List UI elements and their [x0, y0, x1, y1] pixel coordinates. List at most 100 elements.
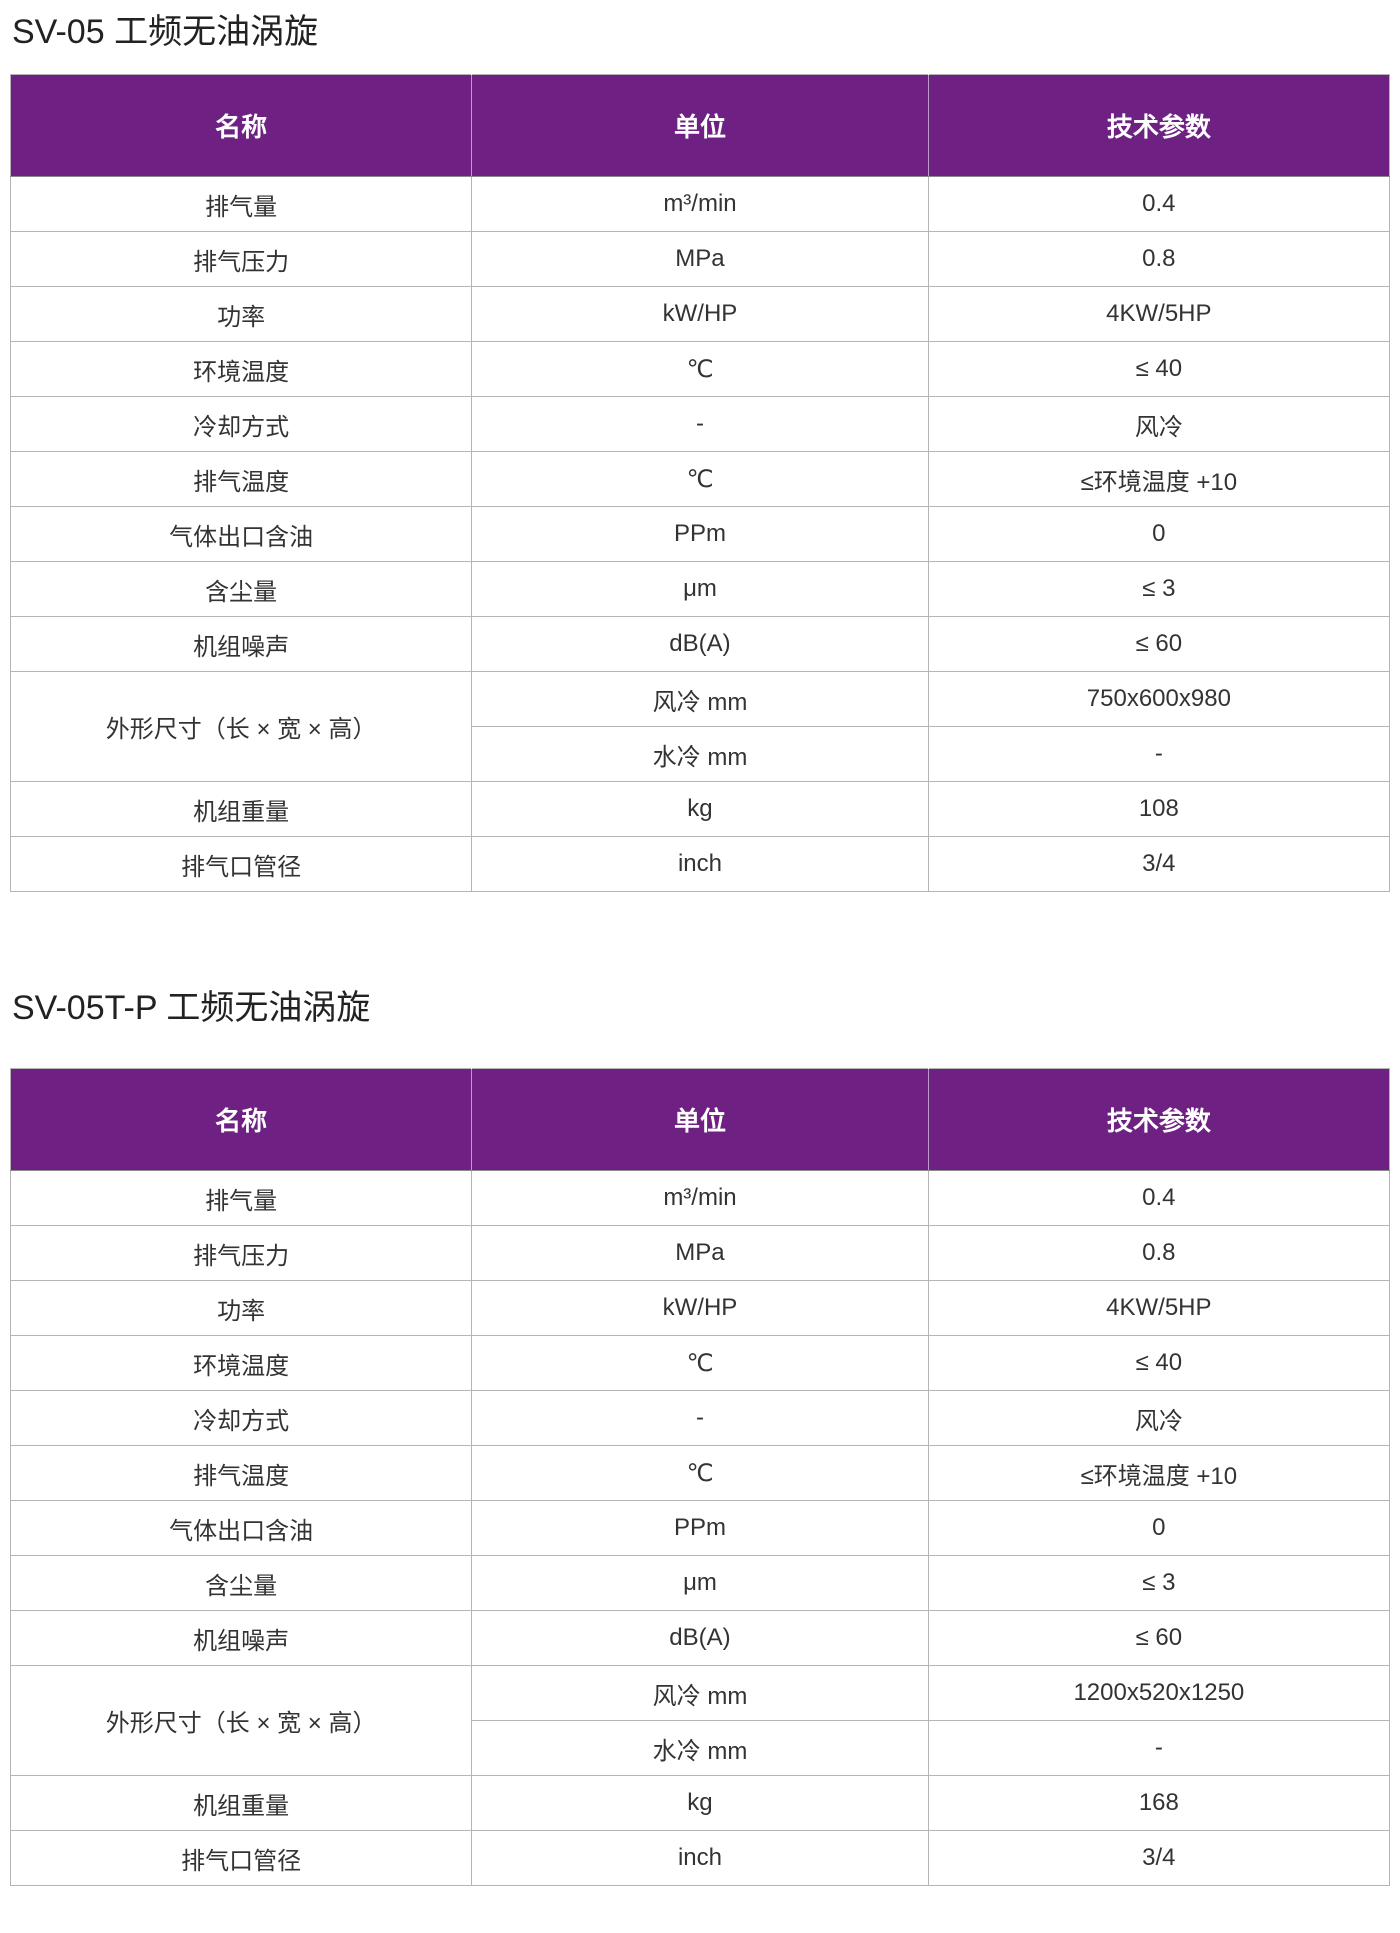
- table-row: 机组噪声 dB(A) ≤ 60: [9, 616, 1391, 672]
- column-header-unit: 单位: [471, 1068, 929, 1171]
- spec-unit-cell: μm: [471, 1555, 929, 1611]
- spec-value-cell: 1200x520x1250: [927, 1665, 1391, 1721]
- spec-name-cell: 气体出口含油: [9, 1500, 473, 1556]
- table-row: 功率 kW/HP 4KW/5HP: [9, 286, 1391, 342]
- table-row: 机组噪声 dB(A) ≤ 60: [9, 1610, 1391, 1666]
- spec-value-cell: 0.4: [927, 176, 1391, 232]
- table-row-dimensions-air: 外形尺寸（长 × 宽 × 高） 风冷 mm 1200x520x1250: [9, 1665, 1391, 1776]
- spec-value-cell: -: [927, 726, 1391, 782]
- spec-name-cell: 排气口管径: [9, 836, 473, 892]
- spec-name-cell: 环境温度: [9, 1335, 473, 1391]
- spec-name-cell: 功率: [9, 286, 473, 342]
- spec-name-cell: 排气压力: [9, 231, 473, 287]
- table-row: 气体出口含油 PPm 0: [9, 1500, 1391, 1556]
- spec-name-cell: 气体出口含油: [9, 506, 473, 562]
- spec-unit-cell: 风冷 mm: [471, 1665, 929, 1721]
- spec-name-cell: 机组重量: [9, 781, 473, 837]
- spec-value-cell: 风冷: [927, 1390, 1391, 1446]
- table-row-dimensions-water: 水冷 mm -: [11, 1720, 1391, 1776]
- spec-unit-cell: kg: [471, 781, 929, 837]
- spec-unit-cell: PPm: [471, 1500, 929, 1556]
- spec-name-cell: 排气口管径: [9, 1830, 473, 1886]
- spec-value-cell: 0: [927, 1500, 1391, 1556]
- spec-value-cell: ≤ 3: [927, 561, 1391, 617]
- spec-table-sv05: 名称 单位 技术参数 排气量 m³/min 0.4 排气压力 MPa 0.8 功…: [9, 74, 1391, 892]
- spec-unit-cell: -: [471, 396, 929, 452]
- table-title-sv05: SV-05 工频无油涡旋: [12, 13, 319, 51]
- header-row: 名称 单位 技术参数: [10, 1068, 1390, 1171]
- spec-unit-cell: μm: [471, 561, 929, 617]
- table-row: 气体出口含油 PPm 0: [9, 506, 1391, 562]
- spec-unit-cell: 水冷 mm: [471, 726, 929, 782]
- spec-value-cell: ≤ 60: [927, 616, 1391, 672]
- spec-name-cell: 含尘量: [9, 1555, 473, 1611]
- table-title-sv05tp: SV-05T-P 工频无油涡旋: [12, 989, 371, 1027]
- spec-unit-cell: PPm: [471, 506, 929, 562]
- spec-value-cell: 750x600x980: [927, 671, 1391, 727]
- column-header-params: 技术参数: [928, 1068, 1390, 1171]
- spec-unit-cell: -: [471, 1390, 929, 1446]
- spec-name-cell: 排气温度: [9, 451, 473, 507]
- spec-name-cell: 机组噪声: [9, 1610, 473, 1666]
- spec-unit-cell: kg: [471, 1775, 929, 1831]
- spec-unit-cell: m³/min: [471, 1170, 929, 1226]
- spec-value-cell: 0.4: [927, 1170, 1391, 1226]
- column-header-name: 名称: [10, 74, 473, 177]
- spec-value-cell: ≤环境温度 +10: [927, 1445, 1391, 1501]
- spec-table-sv05tp: 名称 单位 技术参数 排气量 m³/min 0.4 排气压力 MPa 0.8 功…: [9, 1068, 1391, 1886]
- table-row: 含尘量 μm ≤ 3: [9, 1555, 1391, 1611]
- spec-value-cell: ≤ 40: [927, 1335, 1391, 1391]
- spec-value-cell: 0: [927, 506, 1391, 562]
- table-row: 冷却方式 - 风冷: [9, 396, 1391, 452]
- spec-unit-cell: ℃: [471, 1335, 929, 1391]
- table-row: 机组重量 kg 168: [9, 1775, 1391, 1831]
- spec-value-cell: 0.8: [927, 231, 1391, 287]
- table-row: 机组重量 kg 108: [9, 781, 1391, 837]
- table-row: 排气量 m³/min 0.4: [9, 176, 1391, 232]
- table-row-dimensions-air: 外形尺寸（长 × 宽 × 高） 风冷 mm 750x600x980: [9, 671, 1391, 782]
- spec-value-cell: ≤ 40: [927, 341, 1391, 397]
- table-row: 排气压力 MPa 0.8: [9, 1225, 1391, 1281]
- table-row: 环境温度 ℃ ≤ 40: [9, 1335, 1391, 1391]
- spec-value-cell: 4KW/5HP: [927, 1280, 1391, 1336]
- spec-name-cell: 排气量: [9, 1170, 473, 1226]
- table-row: 排气温度 ℃ ≤环境温度 +10: [9, 451, 1391, 507]
- spec-unit-cell: ℃: [471, 451, 929, 507]
- spec-value-cell: 108: [927, 781, 1391, 837]
- spec-unit-cell: kW/HP: [471, 286, 929, 342]
- table-row: 含尘量 μm ≤ 3: [9, 561, 1391, 617]
- spec-unit-cell: dB(A): [471, 1610, 929, 1666]
- spec-name-cell: 排气温度: [9, 1445, 473, 1501]
- spec-name-cell-dimensions: 外形尺寸（长 × 宽 × 高）: [9, 671, 473, 782]
- spec-unit-cell: inch: [471, 1830, 929, 1886]
- table-row: 冷却方式 - 风冷: [9, 1390, 1391, 1446]
- table-row: 功率 kW/HP 4KW/5HP: [9, 1280, 1391, 1336]
- spec-name-cell-dimensions: 外形尺寸（长 × 宽 × 高）: [9, 1665, 473, 1776]
- spec-unit-cell: 水冷 mm: [471, 1720, 929, 1776]
- page: SV-05 工频无油涡旋 名称 单位 技术参数 排气量 m³/min 0.4 排…: [9, 13, 1391, 1886]
- spec-value-cell: 0.8: [927, 1225, 1391, 1281]
- spec-value-cell: 3/4: [927, 836, 1391, 892]
- table-row-dimensions-water: 水冷 mm -: [11, 726, 1391, 782]
- spec-value-cell: ≤环境温度 +10: [927, 451, 1391, 507]
- spec-name-cell: 冷却方式: [9, 1390, 473, 1446]
- spec-value-cell: 168: [927, 1775, 1391, 1831]
- table-row: 排气口管径 inch 3/4: [9, 1830, 1391, 1886]
- spec-unit-cell: dB(A): [471, 616, 929, 672]
- spec-name-cell: 含尘量: [9, 561, 473, 617]
- spec-unit-cell: MPa: [471, 231, 929, 287]
- spec-unit-cell: MPa: [471, 1225, 929, 1281]
- spec-value-cell: 风冷: [927, 396, 1391, 452]
- spec-name-cell: 环境温度: [9, 341, 473, 397]
- spec-name-cell: 机组重量: [9, 1775, 473, 1831]
- spec-name-cell: 排气压力: [9, 1225, 473, 1281]
- table-row: 排气压力 MPa 0.8: [9, 231, 1391, 287]
- table-row: 排气量 m³/min 0.4: [9, 1170, 1391, 1226]
- spec-unit-cell: inch: [471, 836, 929, 892]
- column-header-name: 名称: [10, 1068, 473, 1171]
- spec-unit-cell: ℃: [471, 341, 929, 397]
- spec-value-cell: 3/4: [927, 1830, 1391, 1886]
- spec-value-cell: 4KW/5HP: [927, 286, 1391, 342]
- spec-name-cell: 机组噪声: [9, 616, 473, 672]
- header-row: 名称 单位 技术参数: [10, 74, 1390, 177]
